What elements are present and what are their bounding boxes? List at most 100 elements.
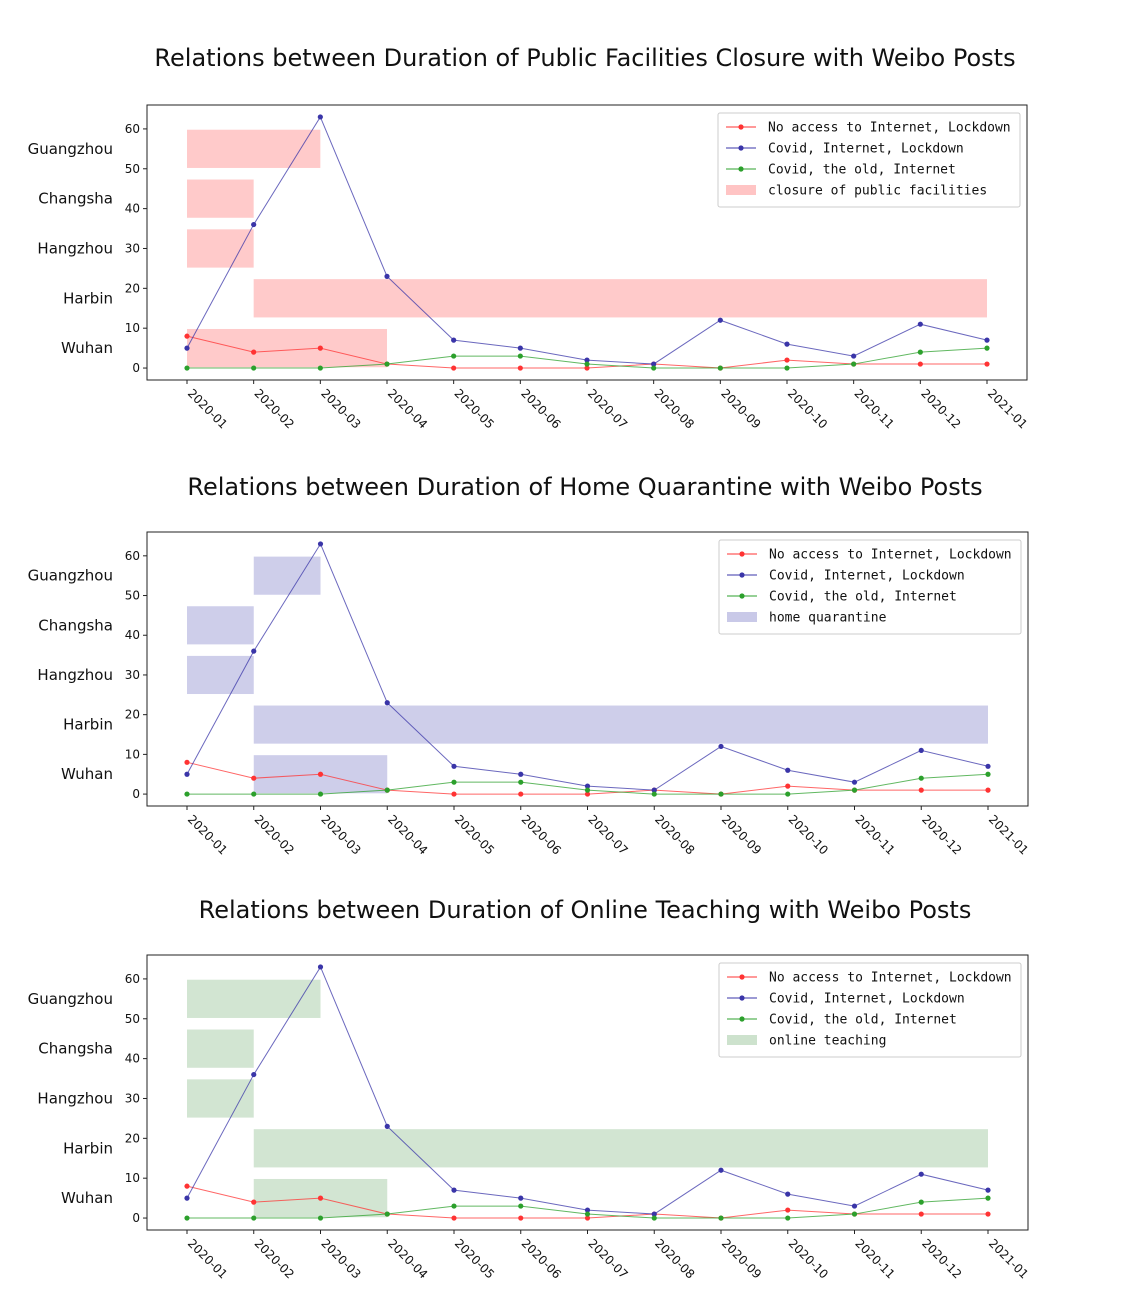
legend-swatch-marker [739,593,745,599]
x-tick-label: 2020-10 [786,1236,831,1281]
data-point [451,337,457,343]
data-point [517,345,523,351]
bands [187,129,987,368]
data-point [918,787,924,793]
series-1 [184,114,990,367]
x-tick-label: 2020-06 [519,1236,564,1281]
legend-box [718,539,1022,635]
legend-label: home quarantine [769,611,887,626]
data-point [317,1195,324,1201]
band-guangzhou [187,979,321,1018]
x-tick-label: 2020-04 [385,386,430,431]
data-point [584,791,591,797]
data-point [384,700,390,706]
legend-label: Covid, Internet, Lockdown [768,142,964,157]
city-label-harbin: Harbin [63,289,113,307]
city-label-guangzhou: Guangzhou [28,567,113,585]
data-point [317,1215,324,1221]
data-point [584,1211,591,1217]
city-label-guangzhou: Guangzhou [28,140,113,158]
band-guangzhou [187,129,321,168]
legend-swatch-band [726,185,756,195]
x-tick-label: 2020-10 [785,386,830,431]
city-label-wuhan: Wuhan [61,339,113,357]
data-point [985,787,991,793]
x-tick-label: 2020-02 [252,386,297,431]
band-wuhan [187,328,387,368]
city-label-harbin: Harbin [63,716,113,734]
data-point [184,365,190,371]
legend: No access to Internet, Lockdown Covid, In… [717,112,1021,208]
y-tick-label: 10 [125,321,140,335]
data-point [918,1171,924,1177]
legend-box [717,112,1021,208]
y-tick-label: 40 [125,1052,140,1066]
data-point [251,1199,257,1205]
data-point [718,1215,724,1221]
data-point [451,1215,457,1221]
data-point [251,221,257,228]
data-point [784,341,790,347]
chart-panel-closure: Relations between Duration of Public Fac… [0,0,1130,440]
data-point [718,743,724,750]
data-point [517,353,523,359]
data-point [917,321,923,327]
city-label-wuhan: Wuhan [61,1189,113,1207]
y-tick-label: 40 [125,202,140,216]
city-label-changsha: Changsha [38,616,113,634]
data-point [251,791,257,797]
data-point [184,1215,190,1221]
y-tick-label: 50 [125,589,140,603]
data-point [518,1215,524,1221]
series-2 [184,1195,991,1221]
data-point [584,361,590,367]
city-label-hangzhou: Hangzhou [37,239,113,257]
band-changsha [187,1029,254,1068]
legend: No access to Internet, Lockdown Covid, In… [718,539,1022,635]
data-point [851,353,857,359]
data-point [184,759,190,765]
data-point [251,1071,257,1078]
data-point [251,349,257,355]
data-point [317,791,324,797]
chart-panel-online-teaching: Relations between Duration of Online Tea… [0,849,1130,1289]
legend-label: Covid, the old, Internet [769,1013,957,1028]
chart-title: Relations between Duration of Public Fac… [154,44,1016,72]
x-tick-label: 2020-01 [185,1236,230,1281]
data-point [785,1191,791,1197]
data-point [785,1207,791,1213]
y-tick-label: 0 [132,787,140,801]
x-tick-label: 2021-01 [985,386,1030,431]
data-point [317,114,323,120]
data-point [985,1187,991,1193]
data-point [584,783,591,789]
y-tick-label: 60 [125,549,140,563]
x-tick-label: 2020-09 [718,386,763,431]
legend-label: Covid, Internet, Lockdown [769,992,965,1007]
data-point [251,775,257,781]
x-tick-label: 2020-05 [452,1236,497,1281]
data-point [384,361,390,367]
data-point [317,964,324,970]
band-harbin [253,279,987,318]
data-point [451,1187,457,1193]
data-point [518,1203,524,1209]
city-label-hangzhou: Hangzhou [37,1089,113,1107]
y-tick-label: 20 [125,281,140,295]
x-tick-label: 2020-03 [318,1236,363,1281]
data-point [384,1211,390,1217]
legend-label: No access to Internet, Lockdown [768,121,1011,136]
data-point [851,787,858,793]
legend: No access to Internet, Lockdown Covid, In… [718,962,1022,1058]
data-point [451,365,457,371]
legend-swatch-marker [738,124,744,130]
y-tick-label: 20 [125,1131,140,1145]
city-label-hangzhou: Hangzhou [37,666,113,684]
y-tick-label: 50 [125,1012,140,1026]
data-point [717,317,723,323]
x-tick-label: 2020-09 [719,1236,764,1281]
data-point [584,365,590,371]
x-tick-label: 2020-02 [252,1236,297,1281]
chart-closure: Guangzhou Changsha Hangzhou Harbin Wuhan 0 10 2… [28,104,1030,432]
data-point [785,767,791,773]
